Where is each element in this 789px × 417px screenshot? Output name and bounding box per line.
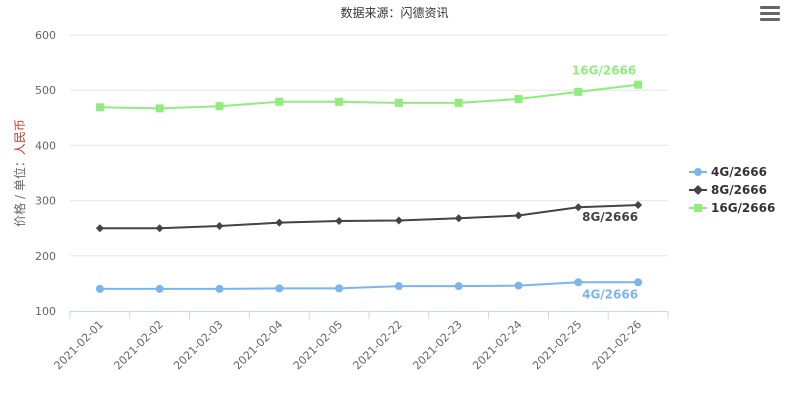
legend-circle-icon <box>689 168 707 176</box>
y-tick-label: 600 <box>35 29 56 42</box>
data-point <box>634 201 643 210</box>
x-tick-label: 2021-02-24 <box>470 318 524 372</box>
data-point <box>514 281 523 290</box>
legend-diamond-icon <box>689 185 707 195</box>
data-point <box>275 284 284 293</box>
data-point <box>155 224 164 233</box>
data-point <box>574 278 583 287</box>
x-tick-label: 2021-02-23 <box>410 318 464 372</box>
y-tick-label: 500 <box>35 84 56 97</box>
x-tick-label: 2021-02-02 <box>111 318 165 372</box>
y-tick-label: 300 <box>35 195 56 208</box>
data-point <box>335 97 344 106</box>
series-line-2 <box>99 83 639 110</box>
data-point <box>155 104 164 113</box>
data-point <box>215 102 224 111</box>
data-point <box>454 98 463 107</box>
data-point <box>215 284 224 293</box>
legend-label: 8G/2666 <box>711 183 767 197</box>
data-point <box>155 284 164 293</box>
x-tick-label: 2021-02-26 <box>590 318 644 372</box>
data-point <box>335 284 344 293</box>
data-point <box>95 224 104 233</box>
x-tick-label: 2021-02-03 <box>171 318 225 372</box>
data-point <box>454 282 463 291</box>
y-axis-label-unit: 人民币 <box>13 119 27 155</box>
data-point <box>514 211 523 220</box>
legend-label: 16G/2666 <box>711 201 776 215</box>
data-point <box>335 217 344 226</box>
x-tick-label: 2021-02-04 <box>231 318 285 372</box>
data-point <box>394 216 403 225</box>
x-tick-label: 2021-02-05 <box>291 318 345 372</box>
y-tick-label: 200 <box>35 250 56 263</box>
data-point <box>634 278 643 287</box>
hamburger-menu-icon[interactable] <box>760 6 780 22</box>
data-point <box>275 218 284 227</box>
y-tick-label: 100 <box>35 305 56 318</box>
legend-square-icon <box>689 204 707 212</box>
data-point <box>95 284 104 293</box>
data-point <box>514 95 523 104</box>
data-point <box>454 214 463 223</box>
series-end-label: 16G/2666 <box>572 64 636 78</box>
series-line-0 <box>99 281 639 290</box>
data-point <box>95 103 104 112</box>
series-end-label: 4G/2666 <box>582 287 638 301</box>
data-point <box>215 221 224 230</box>
y-tick-label: 400 <box>35 139 56 152</box>
legend-label: 4G/2666 <box>711 165 767 179</box>
legend-item-16g[interactable]: 16G/2666 <box>689 199 775 217</box>
data-point <box>394 282 403 291</box>
legend-item-4g[interactable]: 4G/2666 <box>689 163 775 181</box>
data-point <box>634 80 643 89</box>
y-axis-label-prefix: 价格 / 单位： <box>12 155 27 227</box>
data-point <box>574 87 583 96</box>
data-point <box>394 98 403 107</box>
data-point <box>275 97 284 106</box>
data-point <box>574 203 583 212</box>
series-line-1 <box>99 204 639 230</box>
x-tick-label: 2021-02-01 <box>52 318 106 372</box>
legend-item-8g[interactable]: 8G/2666 <box>689 181 775 199</box>
legend: 4G/2666 8G/2666 16G/2666 <box>689 163 775 217</box>
series-end-label: 8G/2666 <box>582 210 638 224</box>
chart-title: 数据来源：闪德资讯 <box>340 6 449 20</box>
y-axis-label: 价格 / 单位：人民币 <box>12 119 27 227</box>
x-tick-label: 2021-02-22 <box>351 318 405 372</box>
x-tick-label: 2021-02-25 <box>530 318 584 372</box>
